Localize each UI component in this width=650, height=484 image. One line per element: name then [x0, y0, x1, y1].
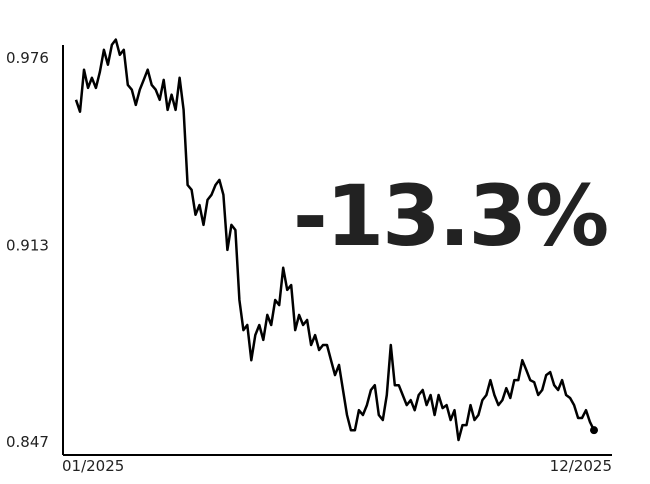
end-point	[590, 426, 598, 435]
y-tick-label: 0.913	[6, 236, 49, 254]
annotation: -13.3%	[293, 167, 607, 265]
x-tick-label: 12/2025	[550, 457, 612, 475]
y-tick-label: 0.976	[6, 49, 49, 67]
line	[74, 38, 596, 442]
y-tick-label: 0.847	[6, 433, 49, 451]
x-tick-label: 01/2025	[62, 457, 124, 475]
